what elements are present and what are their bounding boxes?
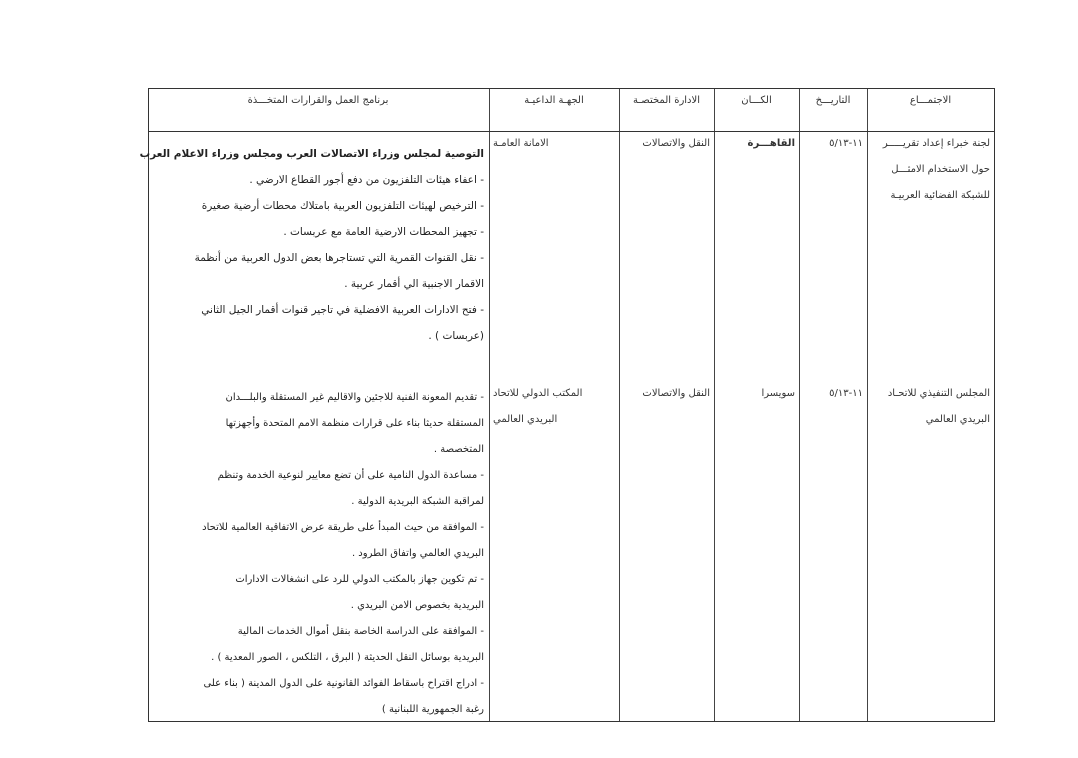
row2-program: - تقديم المعونة الفنية للاجئين والاقاليم… — [152, 385, 484, 723]
inviting-party-line: المكتب الدولي للاتحاد — [493, 388, 583, 399]
program-line: - اعفاء هيئات التلفزيون من دفع أجور القط… — [249, 174, 484, 186]
meeting-line: لجنة خبراء إعداد تقريـــــر — [882, 138, 990, 149]
meeting-line: البريدي العالمي — [925, 414, 990, 425]
program-line: - تقديم المعونة الفنية للاجئين والاقاليم… — [225, 392, 484, 403]
program-line: - مساعدة الدول النامية على أن تضع معايير… — [217, 470, 484, 481]
program-line: - الموافقة من حيث المبدأ على طريقة عرض ا… — [202, 522, 484, 533]
row1-department: النقل والاتصالات — [642, 138, 710, 149]
program-line: - فتح الادارات العربية الافضلية في تاجير… — [201, 304, 484, 316]
header-program: برنامج العمل والقرارات المتخـــذة — [247, 95, 389, 106]
row1-meeting: لجنة خبراء إعداد تقريـــــر حول الاستخدا… — [870, 131, 990, 209]
program-line: - تم تكوين جهاز بالمكتب الدولي للرد على … — [235, 574, 484, 585]
program-line: البريدي العالمي واتفاق الطرود . — [351, 548, 484, 559]
program-line: المتخصصة . — [433, 444, 484, 455]
header-place: الكـــان — [741, 95, 772, 106]
program-line: البريدية بوسائل النقل الحديثة ( البرق ، … — [211, 652, 484, 663]
row1-program: التوصية لمجلس وزراء الاتصالات العرب ومجل… — [139, 141, 484, 349]
row2-date: ١١-٥/١٣ — [829, 388, 863, 399]
header-department: الادارة المختصـة — [632, 95, 700, 106]
meeting-line: حول الاستخدام الامثـــل — [891, 164, 990, 175]
program-line: - تجهيز المحطات الارضية العامة مع عربسات… — [283, 226, 484, 238]
program-line: البريدية بخصوص الامن البريدي . — [350, 600, 484, 611]
col-department — [619, 89, 714, 721]
program-line: المستقلة حديثا بناء على قرارات منظمة الا… — [225, 418, 484, 429]
header-inviting-party: الجهـة الداعيـة — [524, 95, 584, 106]
row2-meeting: المجلس التنفيذي للاتحـاد البريدي العالمي — [870, 381, 990, 433]
col-meeting — [867, 89, 994, 721]
row1-date: ١١-٥/١٣ — [829, 138, 863, 149]
row2-department: النقل والاتصالات — [642, 388, 710, 399]
program-line: - الترخيص لهيئات التلفزيون العربية بامتل… — [201, 200, 484, 212]
program-line: - نقل القنوات القمرية التي تستاجرها بعض … — [194, 252, 484, 264]
program-line: - ادراج اقتراح باسقاط الفوائد القانونية … — [203, 678, 484, 689]
col-inviting-party — [489, 89, 619, 721]
header-date: التاريـــخ — [815, 95, 851, 106]
row1-place: القاهـــرة — [747, 138, 795, 149]
program-line: التوصية لمجلس وزراء الاتصالات العرب ومجل… — [139, 148, 484, 160]
col-date — [799, 89, 867, 721]
program-line: (عربسات ) . — [428, 330, 484, 342]
header-meeting: الاجتمـــاع — [909, 95, 952, 106]
meeting-line: المجلس التنفيذي للاتحـاد — [887, 388, 990, 399]
header-divider — [149, 131, 994, 132]
row2-place: سويسرا — [761, 388, 795, 399]
program-line: الاقمار الاجنبية الي أقمار عربية . — [344, 278, 484, 290]
inviting-party-line: البريدي العالمي — [493, 414, 558, 425]
row1-inviting-party: الامانة العامـة — [493, 131, 615, 157]
program-line: رغبة الجمهورية اللبنانية ) — [381, 704, 484, 715]
row2-inviting-party: المكتب الدولي للاتحاد البريدي العالمي — [493, 381, 615, 433]
col-place — [714, 89, 799, 721]
meeting-line: للشبكة الفضائية العربيـة — [890, 190, 990, 201]
program-line: لمراقبة الشبكة البريدية الدولية . — [351, 496, 484, 507]
inviting-party-line: الامانة العامـة — [493, 138, 549, 149]
program-line: - الموافقة على الدراسة الخاصة بنقل أموال… — [237, 626, 484, 637]
meetings-table: الاجتمـــاع التاريـــخ الكـــان الادارة … — [139, 88, 995, 723]
